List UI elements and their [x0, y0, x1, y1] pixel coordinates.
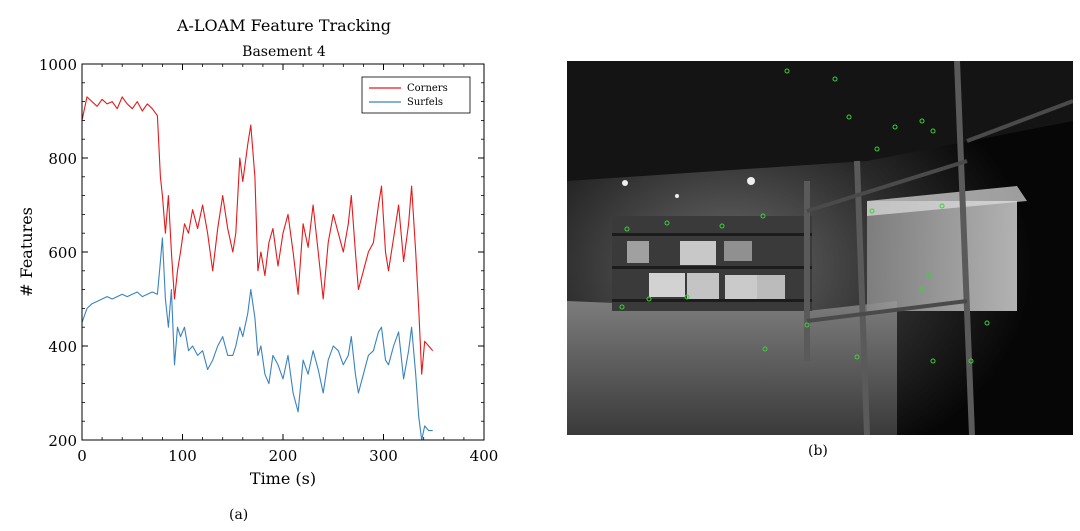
x-tick-label: 400: [470, 447, 499, 465]
warehouse-camera-image: [567, 61, 1073, 435]
series-line-corners: [81, 96, 434, 375]
warehouse-scene: [567, 61, 1073, 435]
axis-ticks: 0 100 200 300 400 200 400 600 800 1000: [39, 56, 499, 465]
series-line-surfels: [81, 237, 433, 441]
x-tick-label: 200: [269, 447, 298, 465]
y-tick-label: 400: [48, 338, 77, 356]
caption-b: (b): [808, 443, 828, 459]
legend-label-corners: Corners: [407, 83, 448, 94]
x-tick-label: 0: [77, 447, 87, 465]
plot-area: [81, 96, 434, 441]
y-tick-label: 600: [48, 244, 77, 262]
caption-a: (a): [229, 507, 249, 523]
chart-title: A-LOAM Feature Tracking: [176, 16, 391, 35]
y-tick-label: 200: [48, 432, 77, 450]
x-tick-label: 100: [168, 447, 197, 465]
y-tick-label: 1000: [39, 56, 77, 74]
legend-box: [361, 76, 471, 114]
plot-frame: [81, 63, 485, 441]
y-axis-label: # Features: [17, 207, 36, 297]
legend-label-surfels: Surfels: [407, 97, 443, 108]
y-tick-label: 800: [48, 150, 77, 168]
x-axis-label: Time (s): [250, 469, 316, 488]
legend: Corners Surfels: [361, 76, 471, 114]
chart-subtitle: Basement 4: [242, 44, 326, 60]
x-tick-label: 300: [369, 447, 398, 465]
